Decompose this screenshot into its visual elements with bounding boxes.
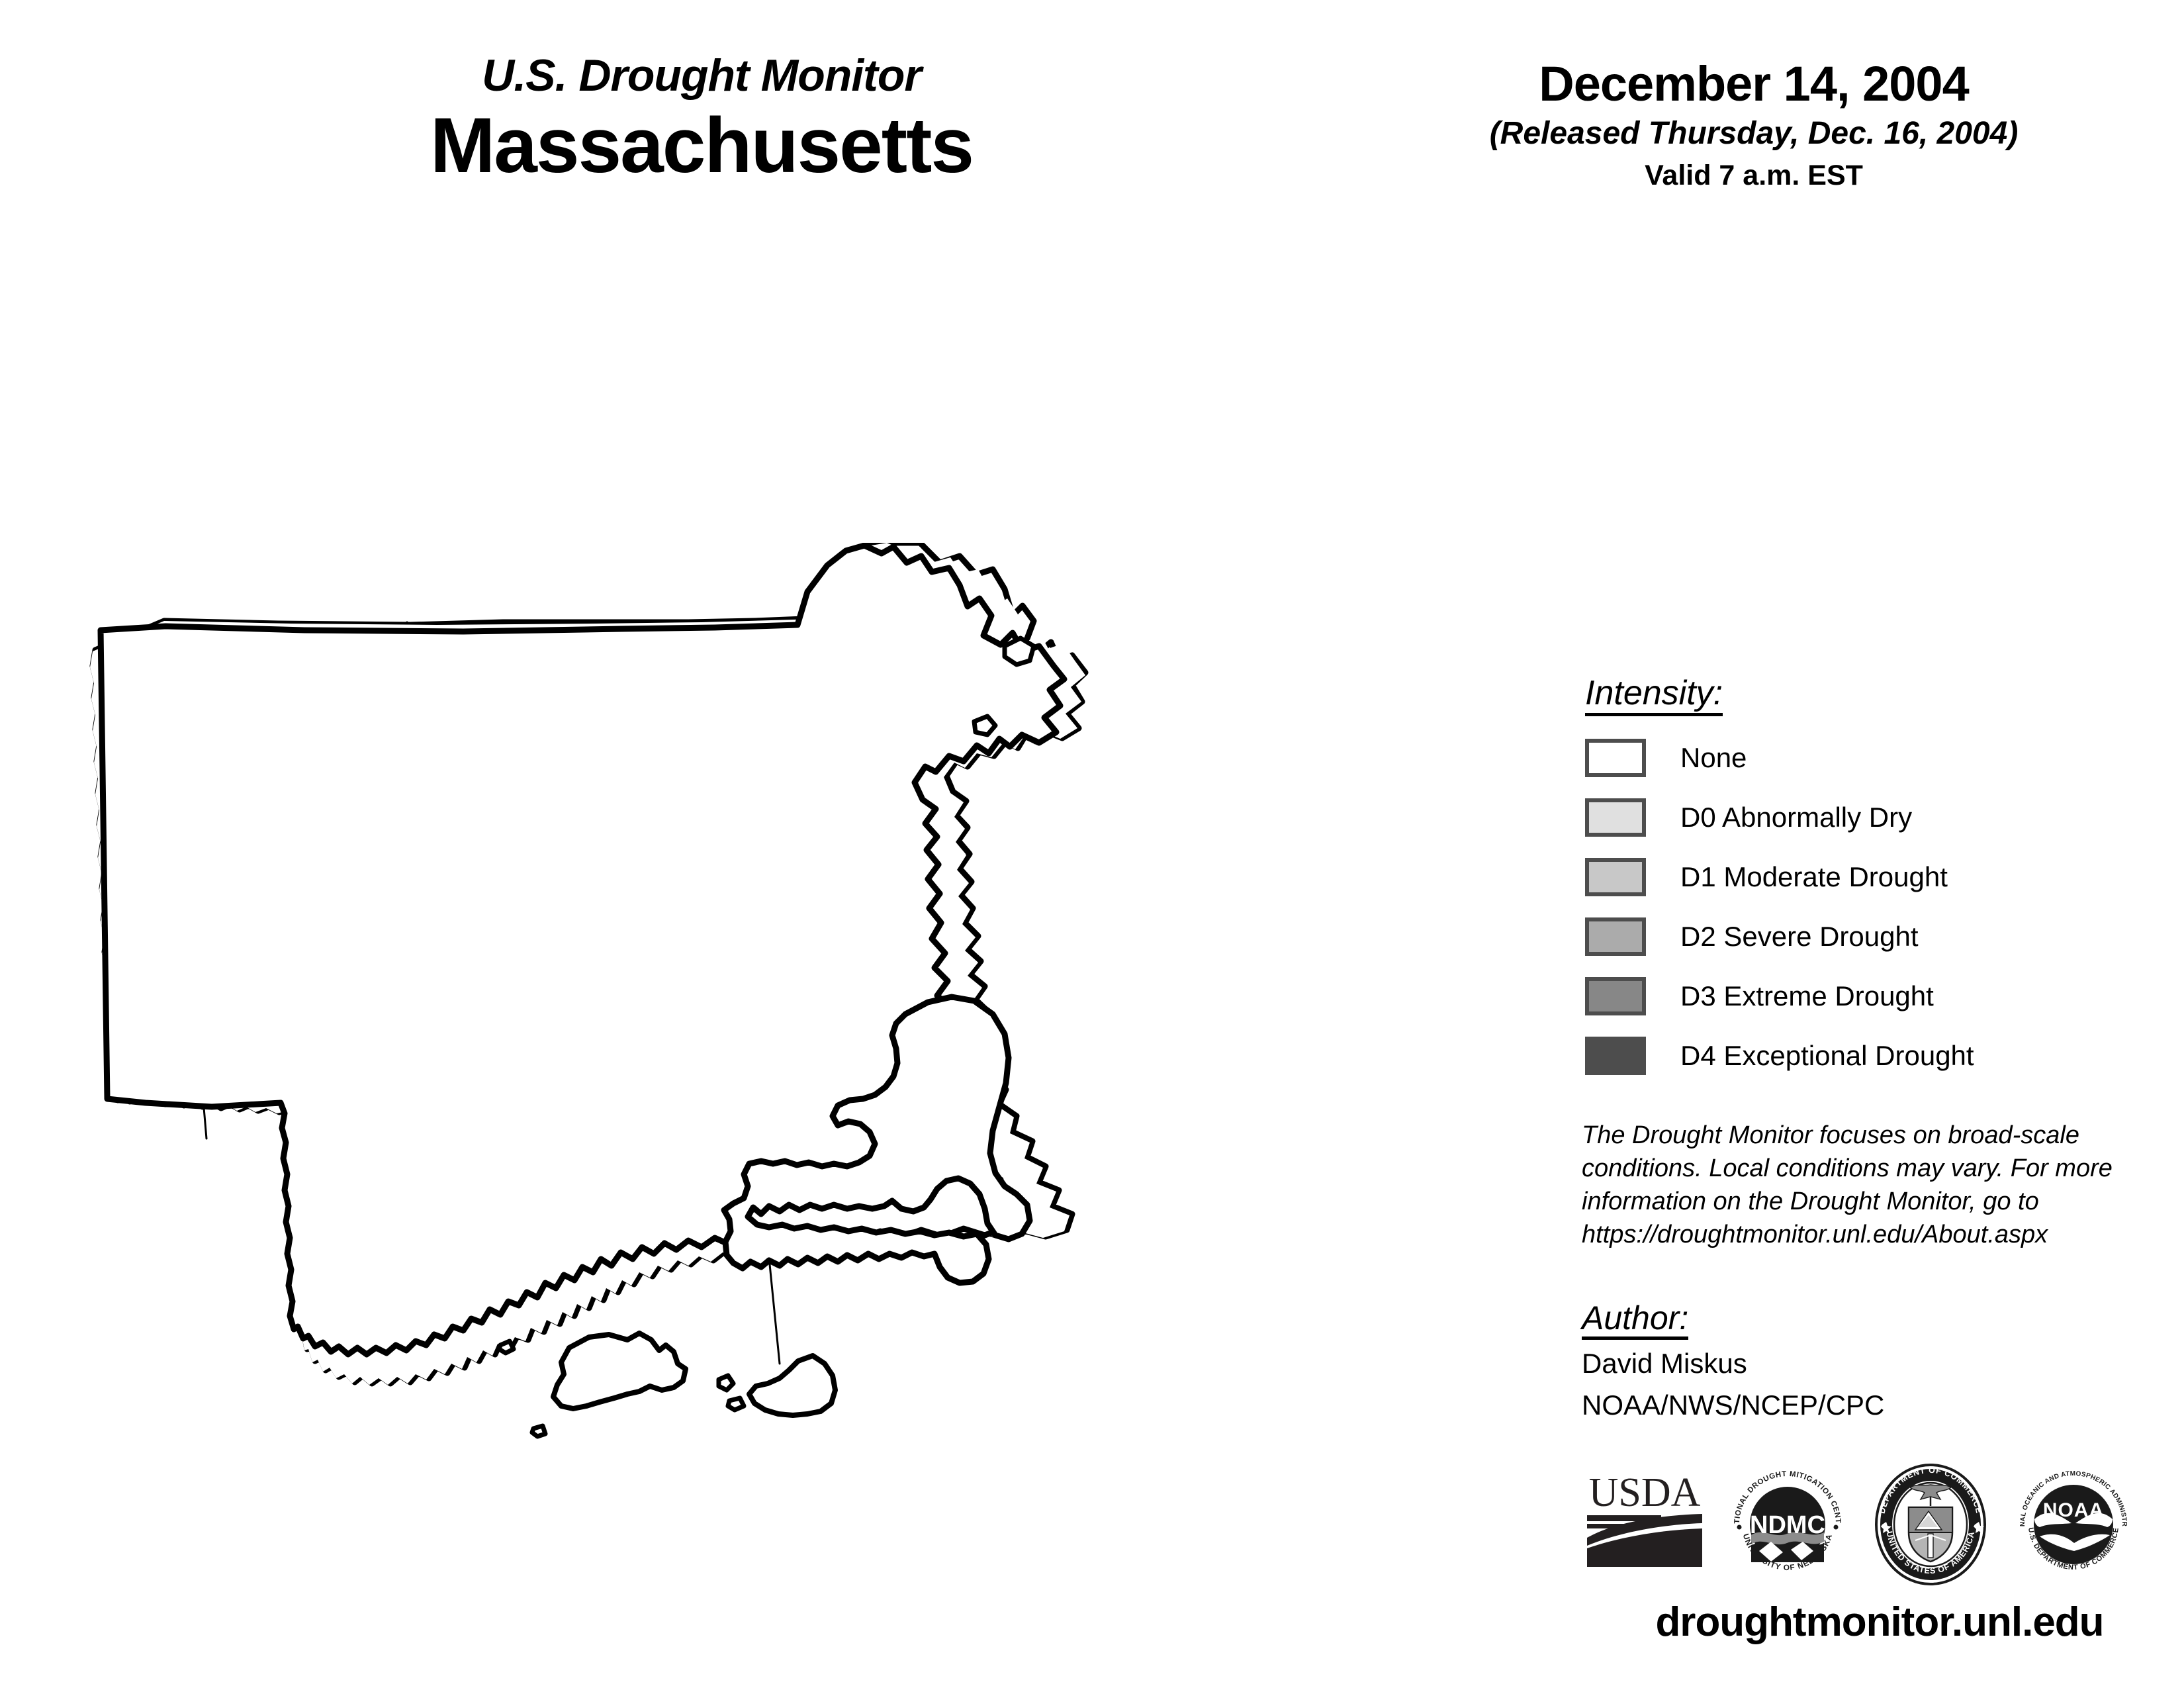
author-heading: Author:: [1582, 1301, 1689, 1340]
legend-label-d1: D1 Moderate Drought: [1680, 861, 1948, 892]
legend-item-d1[interactable]: D1 Moderate Drought: [1585, 855, 2154, 899]
map-svg: [89, 543, 1089, 1439]
legend-swatch-d0: [1585, 798, 1646, 837]
disclaimer-text: The Drought Monitor focuses on broad-sca…: [1582, 1121, 2113, 1249]
legend-label-d4: D4 Exceptional Drought: [1680, 1039, 1974, 1071]
legend: Intensity: None D0 Abnormally Dry D1 Mod…: [1585, 675, 2154, 1094]
legend-label-none: None: [1680, 741, 1747, 773]
title-block: U.S. Drought Monitor Massachusetts: [371, 53, 1032, 189]
usda-logo[interactable]: USDA: [1582, 1458, 1707, 1587]
release-date: (Released Thursday, Dec. 16, 2004): [1489, 116, 2019, 151]
legend-title: Intensity:: [1585, 675, 1723, 716]
date-block: December 14, 2004 (Released Thursday, De…: [1443, 60, 2065, 190]
coastal-details: [972, 635, 1036, 737]
small-islands: [496, 1338, 747, 1439]
svg-text:NDMC: NDMC: [1750, 1511, 1825, 1539]
legend-swatch-d2: [1585, 917, 1646, 956]
valid-time: Valid 7 a.m. EST: [1645, 160, 1863, 191]
author-block: Author: David Miskus NOAA/NWS/NCEP/CPC: [1582, 1301, 2177, 1423]
svg-text:NOAA: NOAA: [2043, 1499, 2104, 1521]
footer-url[interactable]: droughtmonitor.unl.edu: [1655, 1599, 2104, 1645]
massachusetts-drought-map[interactable]: [66, 543, 1496, 1470]
legend-swatch-d3: [1585, 976, 1646, 1015]
ndmc-logo[interactable]: NDMC NATIONAL DROUGHT MITIGATION CENTER …: [1725, 1458, 1850, 1587]
author-name: David Miskus: [1582, 1347, 1747, 1379]
legend-item-d4[interactable]: D4 Exceptional Drought: [1585, 1034, 2154, 1078]
partner-logos: USDA NDMC NATIONAL DROUGHT MITIGATION CE…: [1582, 1453, 2177, 1592]
legend-swatch-none: [1585, 738, 1646, 777]
legend-item-d2[interactable]: D2 Severe Drought: [1585, 915, 2154, 959]
cape-cod: [721, 994, 1033, 1286]
marthas-vineyard: [551, 1331, 688, 1411]
legend-item-d0[interactable]: D0 Abnormally Dry: [1585, 796, 2154, 839]
department-of-commerce-seal[interactable]: DEPARTMENT OF COMMERCE UNITED STATES OF …: [1868, 1458, 1993, 1587]
author-affiliation: NOAA/NWS/NCEP/CPC: [1582, 1389, 1885, 1421]
page-title-state: Massachusetts: [430, 102, 974, 189]
legend-items: None D0 Abnormally Dry D1 Moderate Droug…: [1585, 736, 2154, 1078]
legend-swatch-d4: [1585, 1036, 1646, 1075]
legend-item-d3[interactable]: D3 Extreme Drought: [1585, 974, 2154, 1018]
legend-label-d3: D3 Extreme Drought: [1680, 980, 1934, 1011]
page-title-program: U.S. Drought Monitor: [482, 50, 922, 101]
legend-item-none[interactable]: None: [1585, 736, 2154, 780]
svg-text:USDA: USDA: [1589, 1470, 1701, 1515]
noaa-logo[interactable]: NOAA NATIONAL OCEANIC AND ATMOSPHERIC AD…: [2011, 1458, 2136, 1587]
legend-swatch-d1: [1585, 857, 1646, 896]
legend-label-d0: D0 Abnormally Dry: [1680, 801, 1913, 833]
valid-date: December 14, 2004: [1539, 56, 1969, 111]
nantucket: [747, 1353, 838, 1418]
legend-label-d2: D2 Severe Drought: [1680, 920, 1919, 952]
